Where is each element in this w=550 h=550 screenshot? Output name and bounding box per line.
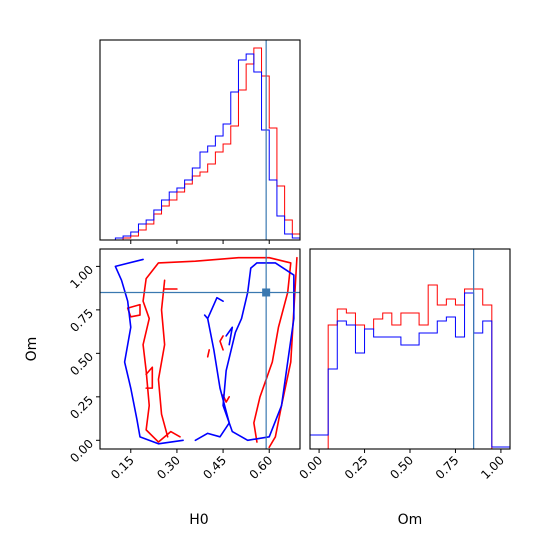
- h0-om-contour-panel: 0.15 0.30 0.45 0.600.000.250.500.751.00 H0 …: [24, 248, 301, 528]
- om-hist-xtick-label-4: 1.00: [478, 453, 507, 482]
- contour-ytick-label-4: 1.00: [67, 263, 96, 292]
- contour-series-1-line-2: [194, 296, 231, 442]
- contour-series-0-line-6: [145, 366, 154, 389]
- h0-marginal-histogram: [99, 39, 301, 244]
- contour-xtick-label-0: 0.15: [108, 453, 137, 482]
- contour-series-1-line-4: [225, 326, 234, 346]
- contour-xtick-label-3: 0.60: [247, 453, 276, 482]
- contour-ytick-label-0: 0.00: [67, 437, 96, 466]
- contour-series-1-line-0: [222, 262, 295, 442]
- contour-ticks: 0.15 0.30 0.45 0.60 0.00 0.25 0.50 0.75 1.00: [67, 263, 275, 482]
- om-hist-series-group: [309, 284, 511, 450]
- om-hist-ticks: 0.00 0.25 0.50 0.75 1.00: [296, 449, 507, 482]
- contour-series-1-line-1: [114, 258, 184, 445]
- om-hist-xtick-label-1: 0.25: [342, 453, 371, 482]
- om-hist-xtick-label-3: 0.75: [433, 453, 462, 482]
- om-hist-series-1: [309, 292, 511, 449]
- h0-hist-series-0: [100, 47, 301, 241]
- om-marginal-histogram: 0.00 0.25 0.50 0.75 1.00 Om: [296, 248, 511, 528]
- contour-ytick-label-1: 0.25: [67, 393, 96, 422]
- contour-ytick-label-2: 0.50: [67, 350, 96, 379]
- contour-series-0-line-4: [219, 335, 224, 351]
- om-hist-xtick-label-2: 0.50: [387, 453, 416, 482]
- h0-hist-ticks: [130, 240, 270, 244]
- x-axis-title-om: Om: [398, 512, 423, 528]
- contour-series-0-line-0: [142, 256, 292, 443]
- contour-series-1-line-3: [203, 314, 209, 320]
- h0-hist-series-1: [100, 53, 301, 241]
- om-hist-xtick-label-0: 0.00: [296, 453, 325, 482]
- om-hist-frame: [309, 248, 511, 450]
- contour-frame: [99, 248, 301, 450]
- h0-hist-series-group: [100, 47, 301, 241]
- contour-xtick-label-1: 0.30: [154, 453, 183, 482]
- truth-point-marker: [262, 288, 271, 297]
- x-axis-title-h0: H0: [189, 512, 208, 528]
- contour-ytick-label-3: 0.75: [67, 306, 96, 335]
- contour-series-group: [114, 256, 298, 449]
- om-hist-series-0: [310, 284, 510, 450]
- contour-series-0-line-2: [157, 279, 169, 438]
- contour-series-0-line-3: [206, 349, 211, 358]
- y-axis-title-om: Om: [24, 337, 40, 362]
- h0-hist-frame: [99, 39, 301, 241]
- contour-xtick-label-2: 0.45: [200, 453, 229, 482]
